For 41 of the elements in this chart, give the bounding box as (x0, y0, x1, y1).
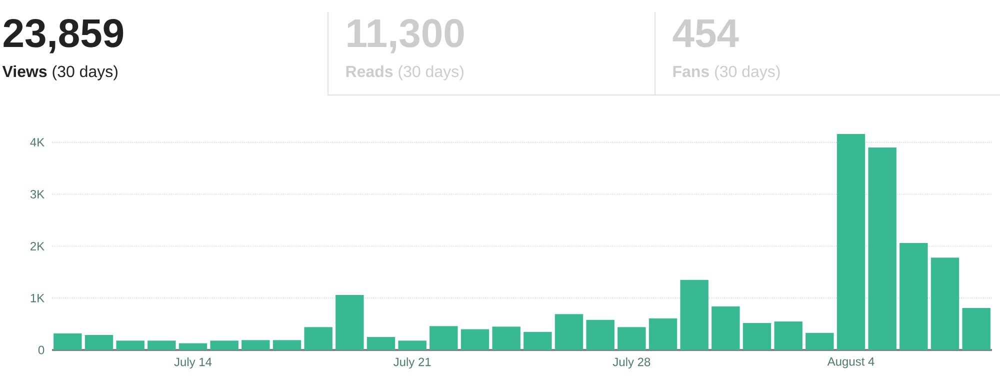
bar (430, 326, 458, 350)
x-tick-label: August 4 (827, 357, 874, 368)
x-tick-label: July 21 (394, 357, 431, 369)
bar (178, 343, 208, 350)
y-tick-label: 0 (38, 346, 44, 354)
bar (242, 340, 270, 350)
bar (742, 323, 772, 350)
bar (712, 306, 740, 350)
bar (554, 314, 584, 350)
bar (930, 258, 960, 350)
bar (398, 340, 426, 350)
bar (868, 148, 896, 350)
bar (336, 294, 364, 350)
y-tick-label: 1K (30, 294, 44, 302)
bar (586, 320, 614, 350)
bar (304, 327, 332, 350)
bar (148, 340, 176, 350)
y-tick-label: 2K (30, 242, 44, 250)
x-tick-label: July 28 (612, 357, 650, 369)
x-tick-label: July 14 (174, 357, 212, 369)
text: 23,859 (4, 19, 124, 54)
bar (492, 326, 520, 350)
text: Views (30 days) (2, 65, 118, 80)
bar (680, 280, 708, 350)
bar (806, 332, 834, 350)
y-tick-label: 4K (30, 138, 44, 146)
bar (962, 308, 990, 350)
bar (54, 333, 82, 350)
bar (366, 337, 396, 350)
bar (648, 318, 678, 350)
y-tick-label: 3K (30, 190, 44, 198)
bar (84, 334, 114, 350)
bar (900, 243, 928, 350)
bar (116, 340, 144, 350)
bar (774, 321, 802, 350)
bar (836, 134, 866, 350)
bar (460, 329, 490, 350)
bar (524, 332, 552, 350)
bar (272, 340, 302, 350)
bar (210, 340, 238, 350)
bar (618, 327, 646, 350)
